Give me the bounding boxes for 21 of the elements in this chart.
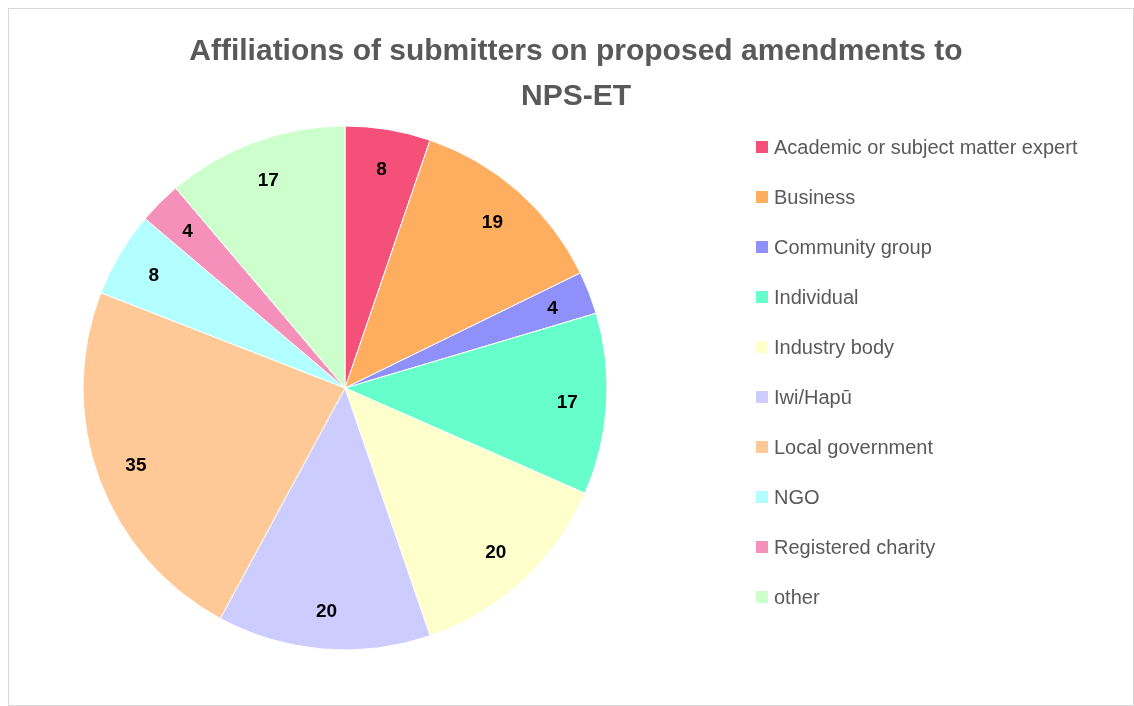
legend-label: Industry body: [774, 336, 895, 358]
legend-label: Individual: [774, 286, 859, 308]
legend-label: Local government: [774, 436, 934, 458]
data-label: 20: [485, 541, 507, 563]
data-label: 20: [316, 599, 338, 621]
legend-label: Academic or subject matter expert: [774, 136, 1078, 158]
legend-label: Registered charity: [774, 536, 936, 558]
data-label: 19: [481, 210, 503, 232]
legend-label: Iwi/Hapū: [774, 386, 852, 408]
data-label: 17: [556, 391, 578, 413]
chart-title: Affiliations of submitters on proposed amendments to NPS-ET: [189, 33, 963, 111]
data-label: 35: [125, 454, 147, 476]
legend-label: other: [774, 586, 820, 608]
legend-label: Business: [774, 186, 856, 208]
legend-label: Community group: [774, 236, 932, 258]
data-label: 8: [376, 157, 387, 179]
data-label: 8: [148, 263, 159, 285]
data-label: 4: [182, 220, 194, 242]
data-label: 4: [547, 296, 559, 318]
legend-label: NGO: [774, 486, 820, 508]
data-label: 17: [257, 168, 279, 190]
